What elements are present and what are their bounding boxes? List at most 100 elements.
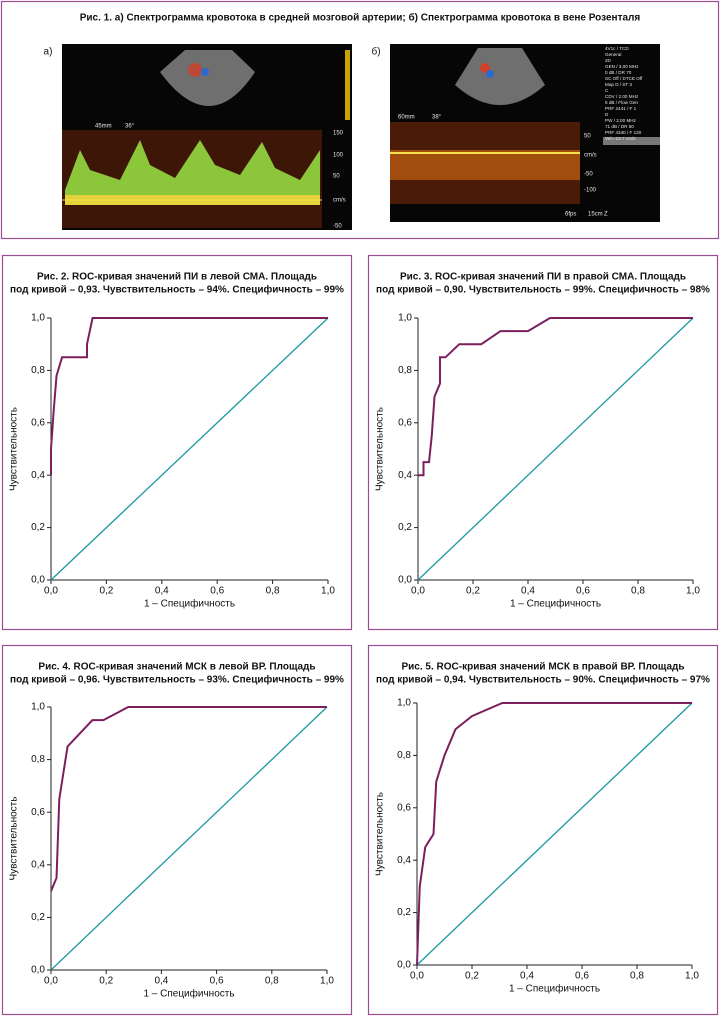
- chart-title: под кривой – 0,96. Чувствительность – 93…: [10, 674, 344, 686]
- x-tick-label: 0,8: [266, 586, 280, 597]
- x-tick-label: 0,8: [265, 976, 279, 987]
- x-tick-label: 1,0: [685, 971, 699, 982]
- y-tick-label: 1,0: [398, 313, 412, 324]
- x-tick-label: 1,0: [321, 586, 335, 597]
- roc-curve: [50, 317, 328, 476]
- chart: Рис. 4. ROC-кривая значений МСК в левой …: [1, 644, 353, 1016]
- chart-title: под кривой – 0,90. Чувствительность – 99…: [376, 284, 710, 296]
- y-tick-label: 0,8: [31, 365, 45, 376]
- y-tick-label: 0,0: [398, 575, 412, 586]
- ultrasound-image: [390, 44, 660, 222]
- chart: Рис. 2. ROC-кривая значений ПИ в левой С…: [1, 254, 353, 631]
- image-text: 0 dB / DR 70: [605, 70, 632, 75]
- figure-frame: [0, 0, 720, 240]
- chart-frame: [1, 644, 353, 1016]
- image-text: 50: [584, 134, 591, 140]
- y-tick-label: 0,0: [31, 575, 45, 586]
- image-text: General: [605, 52, 621, 57]
- y-tick-label: 0,4: [31, 859, 45, 870]
- image-text: PRF 2441 / F 1: [605, 106, 637, 111]
- x-tick-label: 0,4: [154, 976, 168, 987]
- chart-title: Рис. 4. ROC-кривая значений МСК в левой …: [38, 662, 315, 673]
- y-tick-label: 0,6: [31, 417, 45, 428]
- image-text: 5 dB / Flow Gen: [605, 100, 638, 105]
- figure-title: Рис. 1. а) Спектрограмма кровотока в сре…: [80, 12, 641, 24]
- image-text: 36°: [125, 124, 135, 130]
- x-axis-label: 1 – Специфичность: [143, 988, 234, 1000]
- y-tick-label: 0,6: [31, 807, 45, 818]
- x-tick-label: 0,0: [44, 976, 58, 987]
- image-text: 45mm: [95, 124, 112, 130]
- reference-line: [50, 706, 328, 971]
- chart-frame: [367, 254, 719, 631]
- x-tick-label: 0,2: [466, 586, 480, 597]
- y-axis-label: Чувствительность: [375, 792, 386, 876]
- roc-curve: [418, 317, 693, 477]
- image-text: 15cm: [588, 212, 603, 218]
- reference-line: [416, 702, 693, 966]
- y-tick-label: 1,0: [31, 702, 45, 713]
- x-tick-label: 0,6: [210, 586, 224, 597]
- image-text: 38°: [432, 115, 442, 121]
- y-axis-label: Чувствительность: [9, 797, 20, 881]
- x-tick-label: 0,2: [465, 971, 479, 982]
- image-text: 100: [333, 153, 344, 159]
- chart-frame: [367, 644, 719, 1016]
- y-tick-label: 0,4: [397, 855, 411, 866]
- chart-title: Рис. 3. ROC-кривая значений ПИ в правой …: [400, 272, 686, 283]
- y-tick-label: 0,8: [398, 365, 412, 376]
- y-tick-label: 0,6: [398, 417, 412, 428]
- y-tick-label: 0,4: [31, 470, 45, 481]
- y-tick-label: 1,0: [397, 698, 411, 709]
- image-text: 150: [333, 131, 344, 137]
- x-axis-label: 1 – Специфичность: [510, 598, 601, 610]
- chart: Рис. 3. ROC-кривая значений ПИ в правой …: [367, 254, 719, 631]
- image-text: CDV / 2.00 MHz: [605, 94, 639, 99]
- image-text: 4V1c / TCD: [605, 46, 629, 51]
- image-text: PW / 2.00 MHz: [605, 118, 637, 123]
- panel-label: а): [44, 47, 53, 58]
- image-text: 6fps: [565, 212, 576, 218]
- y-tick-label: 0,0: [397, 960, 411, 971]
- chart-title: Рис. 5. ROC-кривая значений МСК в правой…: [401, 662, 684, 673]
- image-text: D: [605, 112, 609, 117]
- image-text: Vel=-13.7 cm/s: [605, 136, 636, 141]
- x-tick-label: 0,6: [575, 971, 589, 982]
- chart: Рис. 5. ROC-кривая значений МСК в правой…: [367, 644, 719, 1016]
- x-axis-label: 1 – Специфичность: [509, 983, 600, 995]
- y-tick-label: 0,2: [31, 912, 45, 923]
- y-tick-label: 0,0: [31, 965, 45, 976]
- y-tick-label: 0,2: [31, 522, 45, 533]
- y-tick-label: 0,8: [31, 754, 45, 765]
- panel-label: б): [371, 46, 380, 58]
- x-tick-label: 0,6: [576, 586, 590, 597]
- image-text: 71 dB / DR 50: [605, 124, 634, 129]
- y-tick-label: 0,2: [397, 907, 411, 918]
- image-text: -50: [584, 172, 593, 178]
- x-tick-label: 0,0: [411, 586, 425, 597]
- x-tick-label: 0,4: [520, 971, 534, 982]
- y-tick-label: 0,4: [398, 470, 412, 481]
- x-tick-label: 0,8: [630, 971, 644, 982]
- x-tick-label: 0,4: [521, 586, 535, 597]
- roc-curve: [50, 706, 327, 892]
- chart-title: под кривой – 0,94. Чувствительность – 90…: [376, 674, 710, 686]
- image-text: cm/s: [584, 153, 597, 159]
- image-text: GEN / 3.00 MHz: [605, 64, 639, 69]
- x-tick-label: 0,0: [410, 971, 424, 982]
- y-tick-label: 1,0: [31, 313, 45, 324]
- x-tick-label: 1,0: [320, 976, 334, 987]
- y-axis-label: Чувствительность: [9, 407, 20, 491]
- image-text: PRF 4340 / F 130: [605, 130, 642, 135]
- roc-curve: [416, 702, 692, 966]
- image-text: cm/s: [333, 198, 346, 204]
- image-text: C: [605, 88, 609, 93]
- chart-frame: [1, 254, 353, 631]
- y-tick-label: 0,2: [398, 522, 412, 533]
- x-tick-label: 0,4: [155, 586, 169, 597]
- image-text: Map D / ST 3: [605, 82, 632, 87]
- reference-line: [50, 317, 329, 581]
- ultrasound-image: [62, 44, 352, 230]
- chart-title: Рис. 2. ROC-кривая значений ПИ в левой С…: [37, 272, 317, 283]
